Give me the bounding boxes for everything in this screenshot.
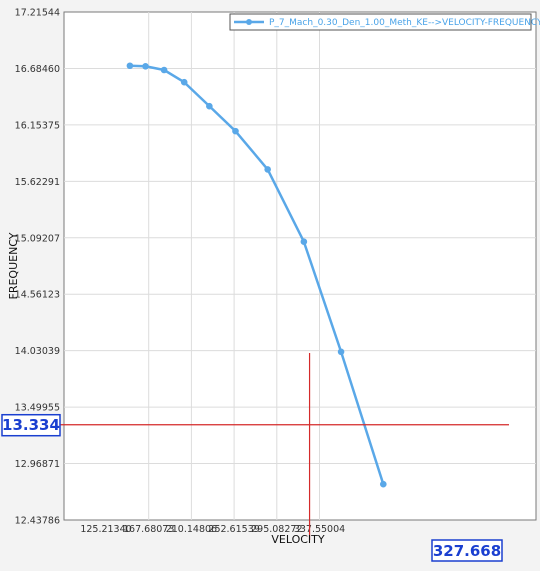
y-tick-label: 15.62291 — [15, 177, 60, 188]
data-point — [264, 166, 271, 173]
data-point — [160, 66, 168, 74]
series-line — [129, 64, 385, 485]
grid — [64, 12, 536, 520]
data-point — [300, 238, 308, 246]
y-tick-label: 16.68460 — [15, 64, 60, 75]
x-tick-label: 210.14806 — [166, 524, 217, 535]
data-point — [126, 62, 134, 70]
x-axis-ticks: 125.21340167.68073210.14806252.61539295.… — [80, 524, 345, 535]
legend-box — [229, 13, 532, 31]
x-readout-label: 327.668 — [433, 542, 501, 560]
data-point — [232, 127, 239, 135]
y-axis-title: FREQUENCY — [7, 232, 20, 299]
y-tick-label: 17.21544 — [15, 8, 60, 19]
x-tick-label: 167.68073 — [123, 524, 174, 535]
x-tick-label: 125.21340 — [80, 524, 131, 535]
y-tick-label: 13.49955 — [15, 403, 60, 414]
plot-area — [63, 11, 537, 521]
legend-swatch-marker — [246, 19, 252, 25]
y-readout-label: 13.334 — [2, 416, 60, 434]
y-tick-label: 12.96871 — [15, 459, 60, 470]
y-readout-box — [1, 413, 61, 437]
y-tick-label: 14.56123 — [15, 290, 60, 301]
data-point — [142, 62, 149, 70]
x-tick-label: 295.08272 — [251, 524, 302, 535]
data-point — [379, 480, 387, 488]
crosshair: 13.334 327.668 — [1, 353, 509, 562]
x-tick-label: 337.55004 — [294, 524, 345, 535]
x-readout-box — [431, 539, 503, 562]
y-tick-label: 16.15375 — [15, 120, 60, 131]
data-point — [180, 78, 188, 86]
y-axis-ticks: 17.21544 16.68460 16.15375 15.62291 15.09207… — [15, 8, 60, 527]
series-layer — [126, 62, 387, 488]
y-tick-label: 12.43786 — [15, 516, 60, 527]
data-point — [206, 102, 213, 110]
data-point — [337, 348, 345, 356]
x-axis-title: VELOCITY — [271, 533, 325, 546]
legend[interactable]: P_7_Mach_0.30_Den_1.00_Meth_KE-->VELOCIT… — [229, 13, 540, 31]
y-tick-label: 14.03039 — [15, 346, 60, 357]
x-tick-label: 252.61539 — [208, 524, 259, 535]
legend-label: P_7_Mach_0.30_Den_1.00_Meth_KE-->VELOCIT… — [269, 18, 540, 28]
y-tick-label: 15.09207 — [15, 233, 60, 244]
